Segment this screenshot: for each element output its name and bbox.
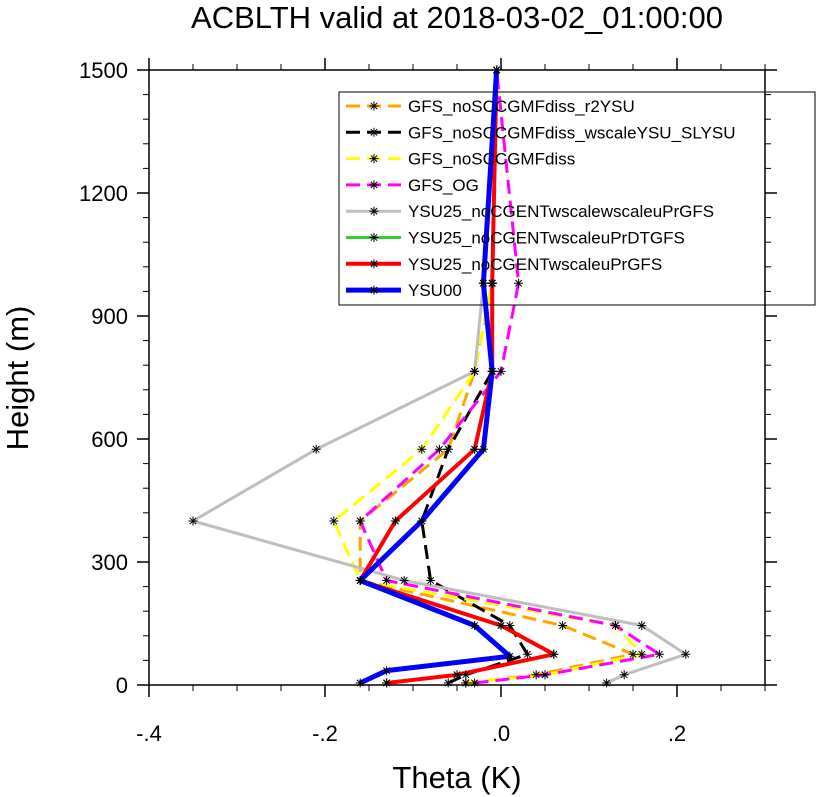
data-point	[540, 670, 550, 680]
data-point	[399, 575, 409, 585]
x-tick-label: -.2	[312, 721, 338, 746]
y-tick-label: 0	[116, 673, 128, 698]
legend-marker	[369, 127, 379, 137]
data-point	[382, 666, 392, 676]
data-point	[478, 278, 488, 288]
x-tick-label: -.4	[136, 721, 162, 746]
data-point	[390, 516, 400, 526]
data-point	[461, 678, 471, 688]
data-point	[426, 575, 436, 585]
data-point	[522, 649, 532, 659]
y-tick-label: 600	[91, 427, 128, 452]
y-tick-label: 1200	[79, 181, 128, 206]
data-point	[602, 678, 612, 688]
data-point	[637, 649, 647, 659]
data-point	[637, 621, 647, 631]
series-line	[357, 69, 513, 686]
data-point	[496, 366, 506, 376]
data-point	[496, 621, 506, 631]
data-point	[355, 678, 365, 688]
x-tick-label: .0	[492, 721, 510, 746]
data-point	[514, 278, 524, 288]
data-point	[382, 575, 392, 585]
legend-label: YSU25_noCGENTwscaleuPrGFS	[408, 255, 662, 274]
data-point	[461, 670, 471, 680]
y-tick-label: 1500	[79, 58, 128, 83]
data-point	[470, 678, 480, 688]
legend-marker	[369, 180, 379, 190]
legend-marker	[369, 206, 379, 216]
data-point	[487, 278, 497, 288]
data-point	[628, 649, 638, 659]
series-line	[358, 69, 556, 685]
y-tick-label: 900	[91, 304, 128, 329]
data-point	[558, 621, 568, 631]
data-point	[188, 516, 198, 526]
legend-label: YSU25_noCGENTwscaleuPrDTGFS	[408, 229, 685, 248]
data-point	[417, 444, 427, 454]
legend-label: GFS_noSCCGMFdiss	[408, 150, 575, 169]
data-point	[487, 366, 497, 376]
series-line	[358, 69, 661, 685]
data-point	[505, 621, 515, 631]
data-point	[478, 444, 488, 454]
legend-label: GFS_OG	[408, 176, 479, 195]
legend-marker	[369, 285, 379, 295]
y-axis-title: Height (m)	[0, 306, 35, 451]
data-point	[549, 649, 559, 659]
x-axis-title: Theta (K)	[392, 760, 521, 795]
legend-marker	[369, 101, 379, 111]
data-point	[452, 670, 462, 680]
legend-label: GFS_noSCCGMFdiss_wscaleYSU_SLYSU	[408, 123, 736, 142]
data-point	[329, 516, 339, 526]
data-point	[681, 649, 691, 659]
data-point	[470, 621, 480, 631]
data-point	[610, 621, 620, 631]
data-point	[470, 366, 480, 376]
data-point	[355, 575, 365, 585]
legend-marker	[369, 233, 379, 242]
legend-marker	[369, 154, 379, 164]
y-tick-label: 300	[91, 550, 128, 575]
legend-label: YSU25_noCGENTwscalewscaleuPrGFS	[408, 202, 714, 221]
data-point	[470, 444, 480, 454]
data-point	[505, 651, 515, 661]
data-point	[492, 65, 502, 75]
data-point	[654, 649, 664, 659]
data-point	[382, 678, 392, 688]
series-line	[191, 69, 688, 685]
legend-label: GFS_noSCCGMFdiss_r2YSU	[408, 97, 635, 116]
series-line	[332, 69, 644, 685]
data-point	[434, 444, 444, 454]
legend-label: YSU00	[408, 281, 462, 300]
data-point	[443, 444, 453, 454]
data-point	[311, 444, 321, 454]
data-point	[355, 516, 365, 526]
data-point	[443, 678, 453, 688]
data-point	[531, 670, 541, 680]
data-point	[619, 670, 629, 680]
chart-title: ACBLTH valid at 2018-03-02_01:00:00	[191, 0, 723, 35]
legend-marker	[369, 259, 379, 269]
legend-box	[338, 91, 816, 306]
data-point	[417, 516, 427, 526]
x-tick-label: .2	[668, 721, 686, 746]
